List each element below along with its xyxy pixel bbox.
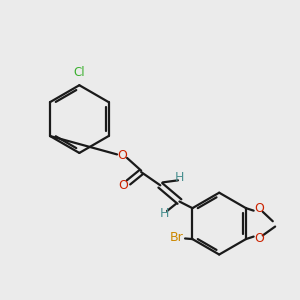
Text: O: O	[254, 202, 264, 215]
Text: O: O	[118, 179, 128, 192]
Text: O: O	[117, 149, 127, 162]
Text: H: H	[175, 171, 184, 184]
Text: Br: Br	[170, 231, 184, 244]
Text: Cl: Cl	[74, 66, 85, 79]
Text: O: O	[254, 232, 264, 245]
Text: H: H	[160, 207, 169, 220]
